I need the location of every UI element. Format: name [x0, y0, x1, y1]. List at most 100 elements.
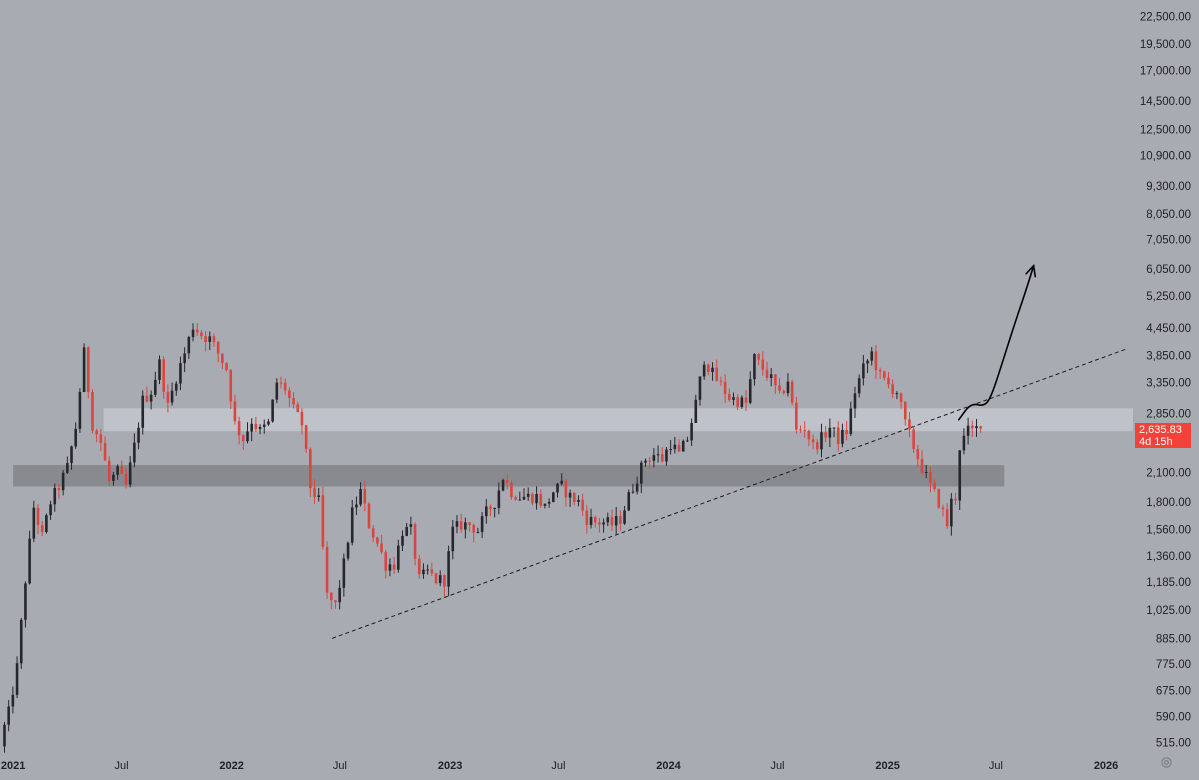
candle-119	[501, 478, 505, 492]
candle-body	[426, 569, 429, 571]
candle-229	[962, 428, 966, 455]
candle-121	[510, 480, 513, 500]
candle-body	[736, 397, 739, 407]
candle-224	[941, 504, 945, 517]
candle-body	[292, 398, 295, 405]
candle-114	[480, 511, 484, 539]
y-tick-label: 1,185.00	[1146, 577, 1191, 589]
candle-body	[166, 391, 170, 403]
candle-body	[598, 522, 601, 525]
candle-158	[665, 446, 668, 466]
x-tick-label: 2025	[875, 760, 899, 772]
candle-body	[656, 454, 660, 456]
candle-123	[518, 491, 522, 501]
y-tick-label: 775.00	[1156, 659, 1191, 671]
candle-body	[158, 359, 161, 380]
candle-body	[82, 347, 86, 392]
last-price-value: 2,635.83	[1139, 424, 1182, 436]
candle-34	[145, 386, 149, 403]
x-tick-label: Jul	[770, 760, 784, 772]
candle-140	[589, 508, 593, 529]
candle-body	[870, 351, 874, 361]
candle-body	[715, 367, 719, 381]
candle-body	[45, 515, 48, 533]
candle-168	[707, 363, 710, 376]
y-tick-label: 12,500.00	[1140, 124, 1191, 136]
last-price-countdown: 4d 15h	[1139, 436, 1173, 448]
candle-129	[543, 503, 547, 509]
candle-43	[183, 347, 186, 373]
candle-92	[388, 558, 392, 577]
candle-body	[417, 558, 421, 575]
candle-73	[309, 447, 312, 497]
candle-body	[790, 381, 794, 403]
candle-30	[128, 456, 132, 488]
candle-227	[954, 492, 957, 506]
candle-body	[376, 537, 379, 544]
candle-body	[187, 337, 191, 354]
candle-167	[702, 361, 706, 380]
candle-205	[862, 354, 865, 386]
candle-231	[970, 420, 974, 437]
candle-87	[367, 502, 371, 530]
candle-body	[200, 332, 203, 337]
x-tick-label: 2022	[219, 760, 243, 772]
candle-82	[346, 541, 350, 561]
candle-body	[677, 444, 681, 452]
candle-138	[581, 493, 584, 516]
candle-145	[610, 509, 614, 531]
candle-7	[32, 500, 36, 543]
candle-108	[455, 515, 459, 534]
y-tick-label: 1,800.00	[1146, 497, 1191, 509]
candle-body	[329, 592, 333, 601]
candle-body	[799, 429, 802, 431]
candle-body	[149, 394, 153, 402]
candle-body	[53, 487, 57, 505]
candle-body	[836, 427, 840, 444]
candle-body	[359, 488, 362, 505]
candle-body	[254, 423, 258, 430]
candle-body	[589, 516, 593, 526]
gear-icon[interactable]	[1160, 756, 1173, 769]
candle-48	[204, 331, 207, 352]
candle-body	[367, 503, 371, 529]
candle-173	[727, 388, 731, 402]
candle-body	[409, 524, 413, 527]
candle-35	[149, 390, 153, 410]
candle-74	[313, 479, 316, 504]
candle-body	[208, 336, 212, 342]
candle-body	[283, 382, 287, 391]
x-tick-label: Jul	[989, 760, 1003, 772]
candle-42	[179, 356, 182, 391]
candle-body	[66, 463, 69, 473]
candle-46	[195, 323, 199, 336]
candle-body	[514, 497, 517, 500]
candle-body	[627, 492, 631, 511]
candle-body	[518, 499, 522, 501]
candle-56	[237, 416, 241, 445]
candle-body	[778, 385, 781, 391]
candle-body	[233, 401, 237, 422]
candle-32	[137, 422, 140, 450]
candle-body	[86, 347, 90, 392]
candle-body	[878, 370, 882, 372]
candle-body	[40, 525, 44, 533]
candle-body	[15, 663, 19, 695]
candle-60	[254, 416, 258, 433]
candle-137	[577, 495, 580, 507]
candle-45	[191, 323, 195, 342]
y-tick-label: 1,560.00	[1146, 524, 1191, 536]
candle-125	[526, 487, 530, 501]
candle-171	[719, 376, 723, 386]
candle-195	[820, 423, 823, 458]
candle-body	[141, 395, 145, 428]
candle-150	[631, 483, 635, 494]
y-tick-label: 14,500.00	[1140, 96, 1191, 108]
candle-body	[660, 454, 664, 462]
candle-body	[221, 353, 224, 364]
candle-body	[753, 354, 756, 380]
candle-201	[845, 420, 848, 441]
candle-body	[137, 427, 140, 443]
candle-112	[472, 523, 476, 543]
candle-body	[853, 393, 857, 409]
